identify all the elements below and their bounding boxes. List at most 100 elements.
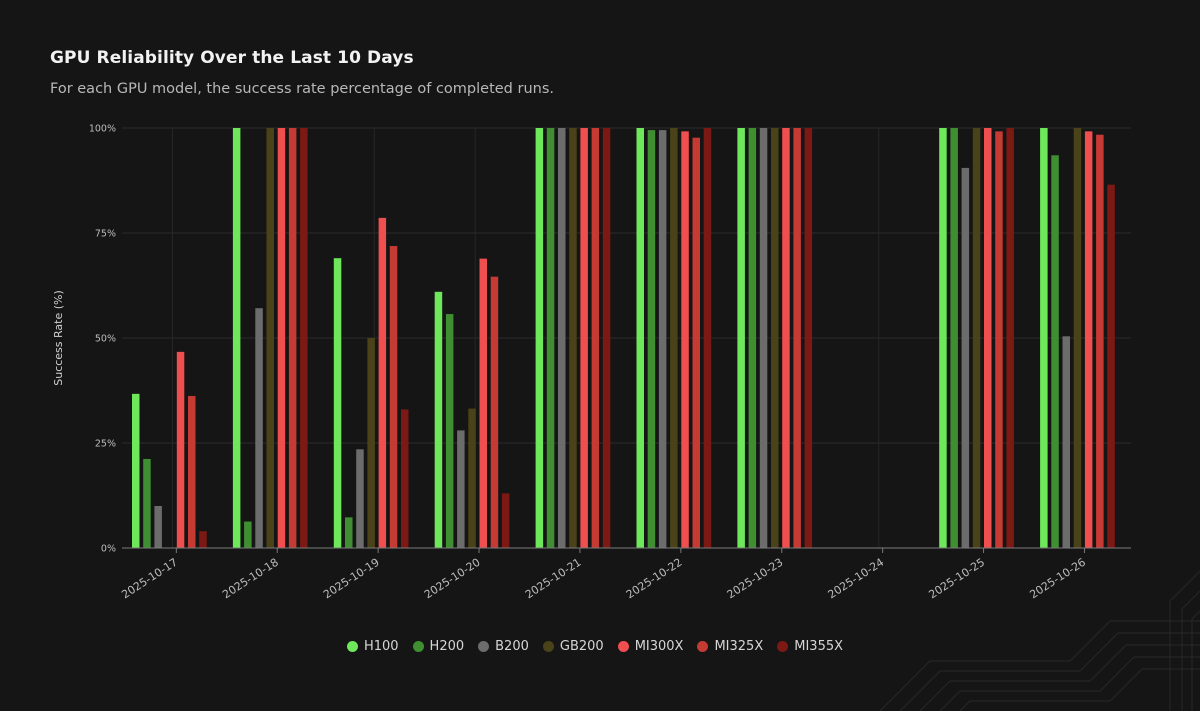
bar-h100-2025-10-21[interactable] xyxy=(535,128,544,548)
bar-b200-2025-10-22[interactable] xyxy=(658,130,667,548)
y-tick-label: 50% xyxy=(95,334,116,345)
x-tick-label: 2025-10-22 xyxy=(624,556,685,602)
chart-subtitle: For each GPU model, the success rate per… xyxy=(50,81,554,97)
legend-label: MI325X xyxy=(714,639,764,654)
decorative-circuit-lines xyxy=(879,570,1200,711)
bar-mi355x-2025-10-22[interactable] xyxy=(703,128,712,548)
bar-mi300x-2025-10-25[interactable] xyxy=(984,128,992,548)
legend-label: H100 xyxy=(363,639,399,654)
bar-b200-2025-10-26[interactable] xyxy=(1062,336,1071,548)
bar-mi355x-2025-10-17[interactable] xyxy=(199,531,207,548)
bars xyxy=(132,128,1115,549)
x-tick-label: 2025-10-17 xyxy=(119,556,180,602)
bar-mi300x-2025-10-19[interactable] xyxy=(378,217,387,548)
bar-b200-2025-10-25[interactable] xyxy=(961,167,970,548)
bar-mi300x-2025-10-23[interactable] xyxy=(782,128,790,548)
bar-h100-2025-10-22[interactable] xyxy=(636,128,645,548)
legend-swatch xyxy=(346,641,358,652)
bar-gb200-2025-10-23[interactable] xyxy=(771,128,779,548)
bar-mi355x-2025-10-21[interactable] xyxy=(602,128,611,548)
bar-mi355x-2025-10-19[interactable] xyxy=(401,409,409,548)
legend-label: MI355X xyxy=(794,639,844,654)
bar-gb200-2025-10-26[interactable] xyxy=(1073,128,1082,548)
legend-item-mi325x[interactable]: MI325X xyxy=(697,639,763,654)
legend-swatch xyxy=(478,641,490,652)
bar-mi355x-2025-10-23[interactable] xyxy=(804,128,813,548)
bar-h100-2025-10-17[interactable] xyxy=(132,393,140,548)
bar-mi300x-2025-10-21[interactable] xyxy=(580,128,588,548)
bar-mi355x-2025-10-18[interactable] xyxy=(300,128,308,548)
bar-mi300x-2025-10-26[interactable] xyxy=(1084,131,1093,549)
x-tick-label: 2025-10-19 xyxy=(321,556,382,602)
legend: H100 H200 B200 GB200 MI300X MI325X MI355X xyxy=(0,639,1190,654)
legend-item-h100[interactable]: H100 xyxy=(346,639,399,654)
y-axis-label: Success Rate (%) xyxy=(52,290,65,386)
y-tick-label: 25% xyxy=(95,439,116,450)
legend-swatch xyxy=(697,641,709,652)
legend-label: GB200 xyxy=(559,639,604,654)
chart-title: GPU Reliability Over the Last 10 Days xyxy=(50,48,414,68)
bar-b200-2025-10-18[interactable] xyxy=(255,308,263,548)
legend-item-mi355x[interactable]: MI355X xyxy=(777,639,843,654)
bar-mi325x-2025-10-19[interactable] xyxy=(389,246,398,548)
legend-swatch xyxy=(412,641,424,652)
bar-mi325x-2025-10-25[interactable] xyxy=(995,131,1003,549)
bar-mi355x-2025-10-20[interactable] xyxy=(501,493,510,548)
bar-b200-2025-10-21[interactable] xyxy=(558,128,566,548)
bar-mi325x-2025-10-17[interactable] xyxy=(188,395,196,548)
bar-gb200-2025-10-21[interactable] xyxy=(569,128,577,548)
bar-h200-2025-10-17[interactable] xyxy=(143,458,151,548)
legend-item-b200[interactable]: B200 xyxy=(478,639,529,654)
bar-h100-2025-10-23[interactable] xyxy=(737,128,745,548)
legend-swatch xyxy=(542,641,554,652)
bar-mi355x-2025-10-25[interactable] xyxy=(1006,128,1014,548)
bar-gb200-2025-10-20[interactable] xyxy=(468,408,476,548)
bar-mi325x-2025-10-26[interactable] xyxy=(1096,134,1104,548)
bar-h200-2025-10-20[interactable] xyxy=(445,314,454,548)
legend-item-gb200[interactable]: GB200 xyxy=(542,639,604,654)
bar-h200-2025-10-21[interactable] xyxy=(546,128,555,548)
y-axis-ticks: 0% 25% 50% 75% 100% xyxy=(89,124,116,555)
bar-h200-2025-10-25[interactable] xyxy=(950,128,958,548)
bar-b200-2025-10-20[interactable] xyxy=(457,430,465,548)
legend-swatch xyxy=(617,641,629,652)
bar-b200-2025-10-17[interactable] xyxy=(154,506,162,548)
bar-mi325x-2025-10-21[interactable] xyxy=(591,128,600,548)
bar-b200-2025-10-23[interactable] xyxy=(759,128,768,548)
bar-h200-2025-10-26[interactable] xyxy=(1051,155,1059,549)
bar-h200-2025-10-18[interactable] xyxy=(244,521,252,548)
bar-h100-2025-10-19[interactable] xyxy=(333,258,342,548)
legend-swatch xyxy=(777,641,789,652)
bar-mi300x-2025-10-22[interactable] xyxy=(681,131,689,549)
bar-gb200-2025-10-22[interactable] xyxy=(670,128,678,548)
bar-mi325x-2025-10-18[interactable] xyxy=(288,128,297,548)
bar-h100-2025-10-26[interactable] xyxy=(1040,128,1048,548)
x-tick-label: 2025-10-18 xyxy=(220,556,281,602)
bar-mi300x-2025-10-17[interactable] xyxy=(176,351,185,548)
bar-h200-2025-10-22[interactable] xyxy=(647,130,656,548)
bar-h100-2025-10-25[interactable] xyxy=(939,128,947,548)
bar-mi325x-2025-10-23[interactable] xyxy=(793,128,801,548)
legend-label: H200 xyxy=(429,639,465,654)
legend-item-h200[interactable]: H200 xyxy=(412,639,465,654)
bar-mi355x-2025-10-26[interactable] xyxy=(1107,184,1115,548)
bar-mi300x-2025-10-18[interactable] xyxy=(277,128,286,548)
x-tick-label: 2025-10-21 xyxy=(523,556,584,602)
bar-b200-2025-10-19[interactable] xyxy=(356,449,364,548)
bar-h100-2025-10-20[interactable] xyxy=(434,291,443,548)
bar-gb200-2025-10-18[interactable] xyxy=(266,128,275,548)
bar-mi300x-2025-10-20[interactable] xyxy=(479,258,488,548)
bar-gb200-2025-10-19[interactable] xyxy=(367,338,375,548)
bar-mi325x-2025-10-20[interactable] xyxy=(490,276,499,548)
legend-item-mi300x[interactable]: MI300X xyxy=(617,639,684,654)
bar-h200-2025-10-19[interactable] xyxy=(345,517,353,548)
legend-label: MI300X xyxy=(634,639,684,654)
x-tick-label: 2025-10-20 xyxy=(422,556,483,602)
bar-h200-2025-10-23[interactable] xyxy=(748,128,757,548)
legend-label: B200 xyxy=(495,639,529,654)
bar-gb200-2025-10-25[interactable] xyxy=(972,128,981,548)
bar-mi325x-2025-10-22[interactable] xyxy=(692,137,701,548)
bar-h100-2025-10-18[interactable] xyxy=(232,128,241,548)
y-tick-label: 0% xyxy=(101,544,116,555)
